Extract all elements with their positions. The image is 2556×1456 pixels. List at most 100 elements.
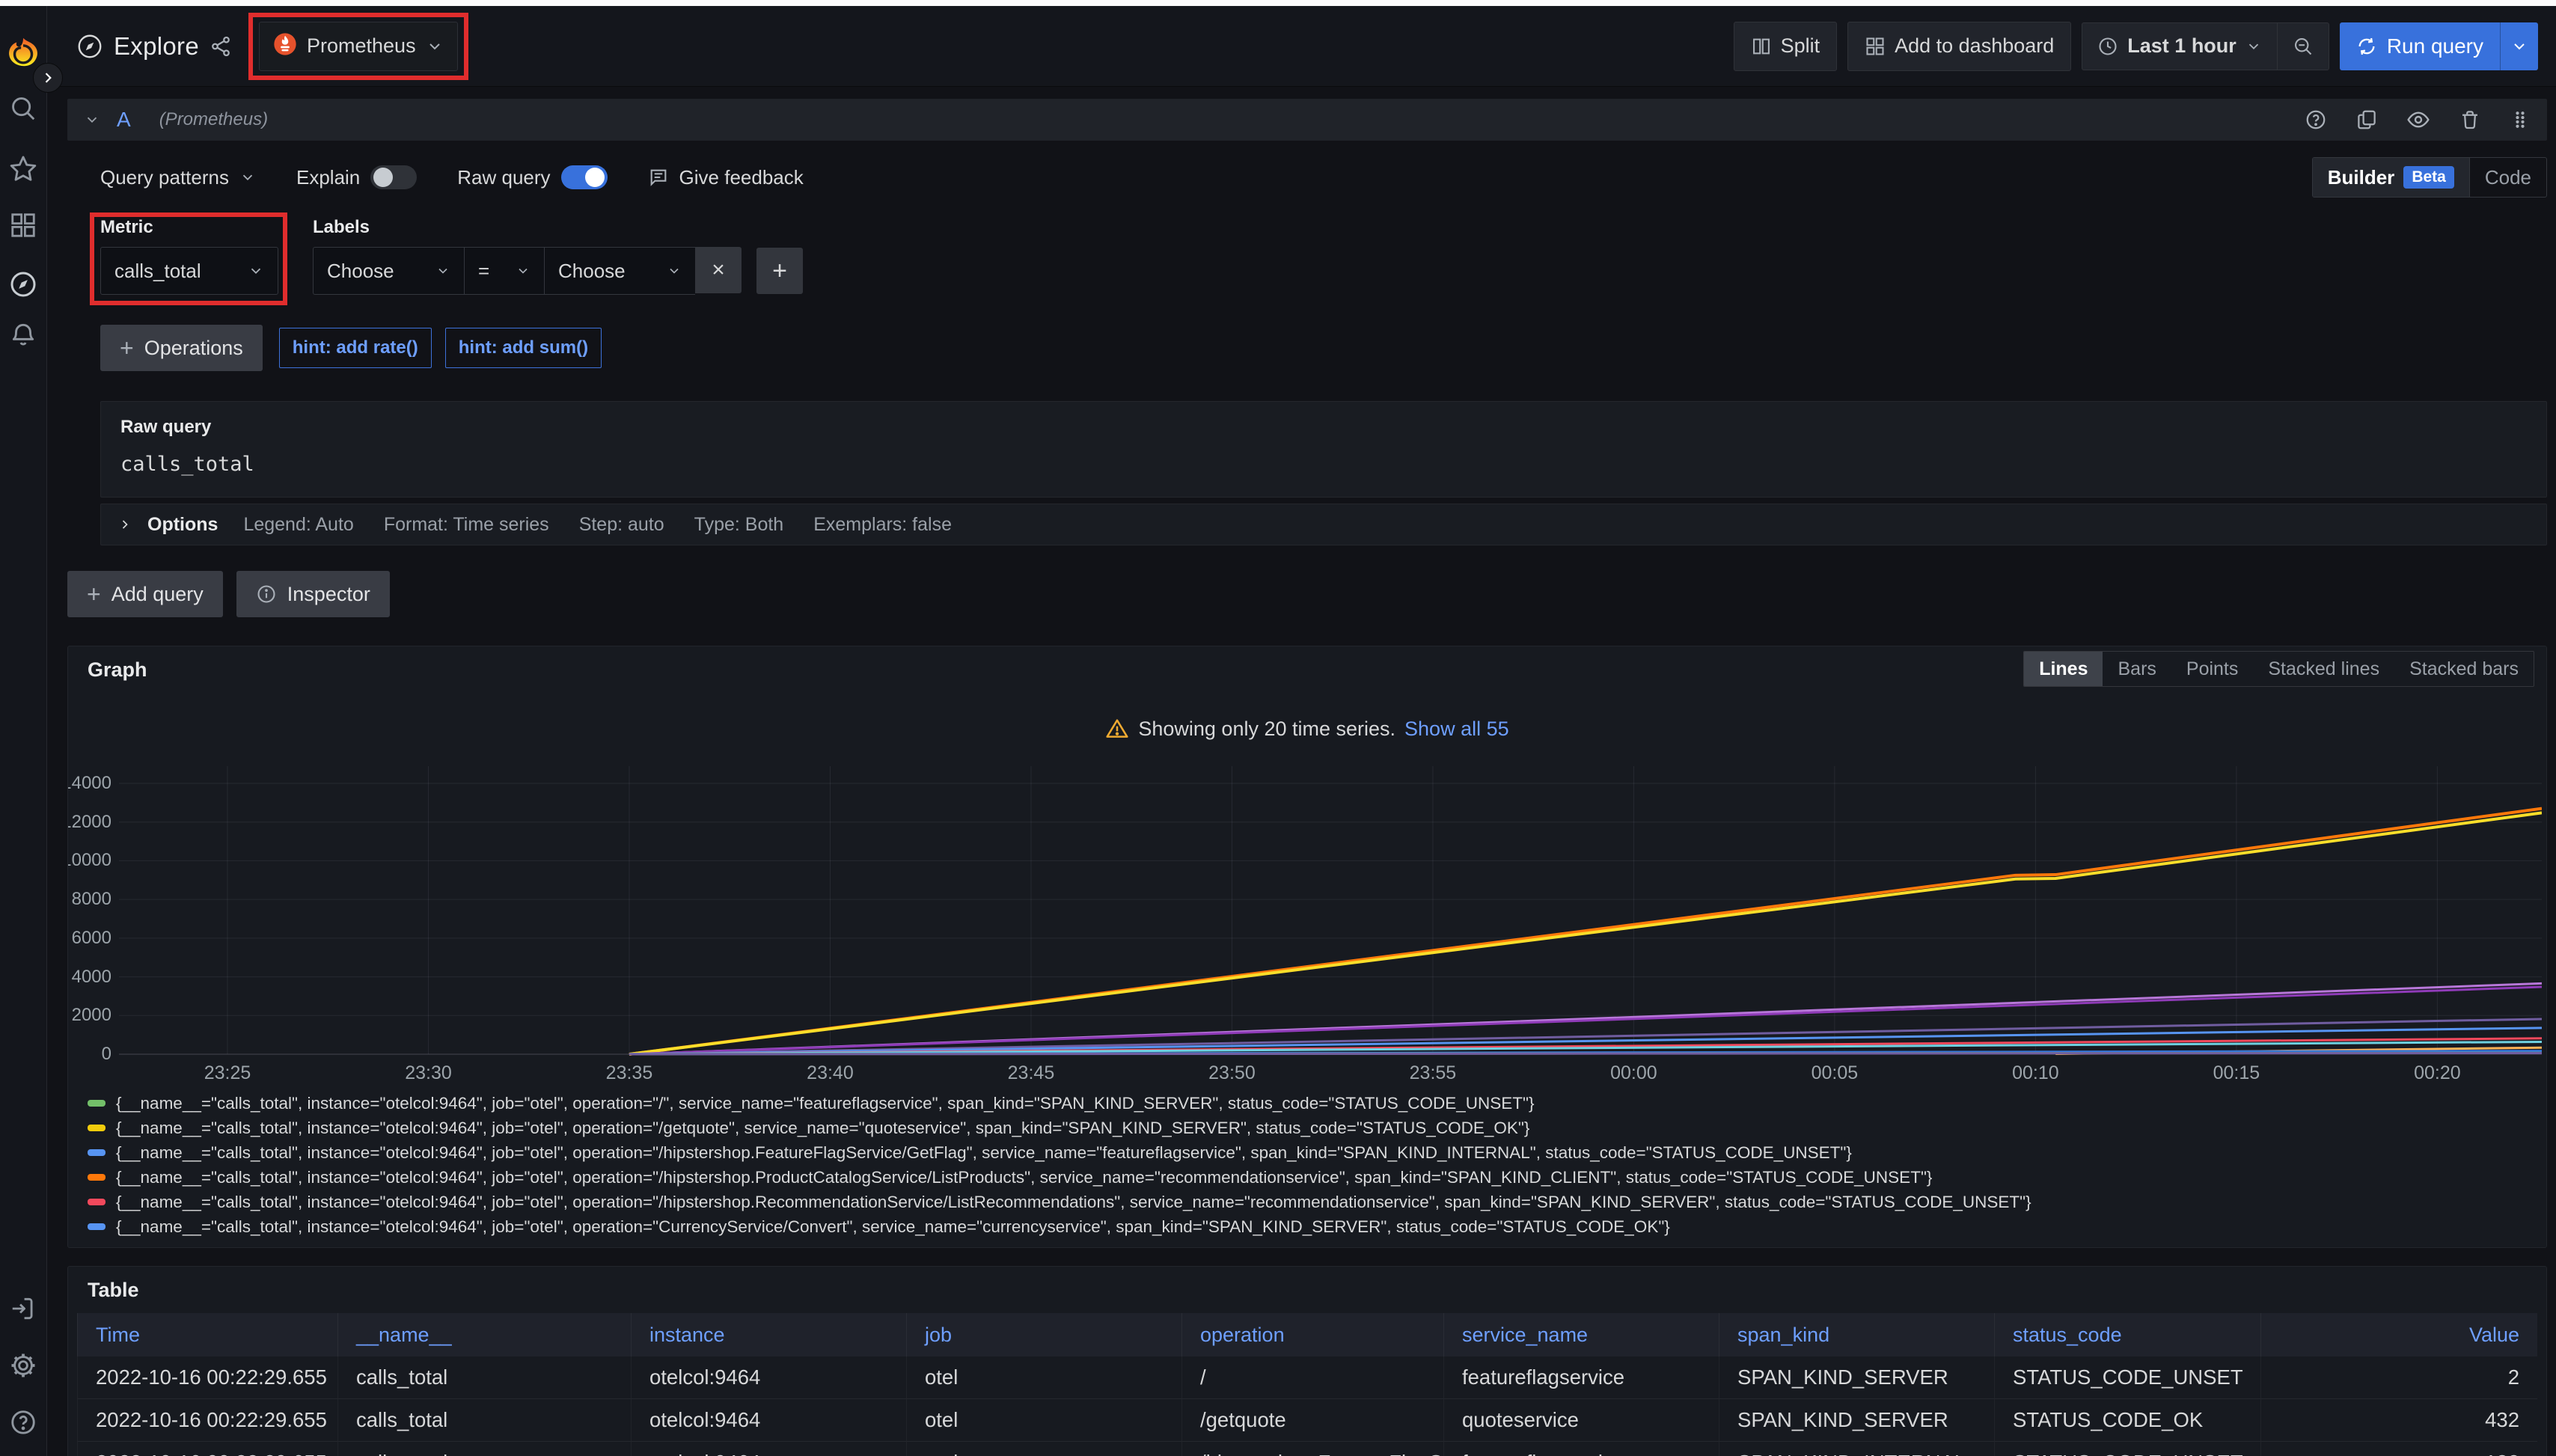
table-column-header[interactable]: operation [1181, 1313, 1443, 1356]
time-range-button[interactable]: Last 1 hour [2082, 23, 2277, 70]
table-cell: 432 [2260, 1399, 2537, 1442]
explore-icon[interactable] [8, 269, 38, 299]
graph-mode-stacked-lines[interactable]: Stacked lines [2268, 658, 2380, 679]
show-all-series-link[interactable]: Show all 55 [1404, 717, 1509, 740]
operations-button[interactable]: + Operations [100, 325, 263, 371]
table-cell: calls_total [337, 1399, 631, 1442]
table-column-header[interactable]: status_code [1994, 1313, 2260, 1356]
labels-field: Labels Choose = Cho [313, 217, 803, 295]
label-operator-select[interactable]: = [464, 247, 544, 295]
x-tick-label: 23:45 [1007, 1062, 1055, 1083]
settings-icon[interactable] [9, 1351, 37, 1380]
dashboards-icon[interactable] [9, 211, 37, 239]
graph-mode-stacked-bars[interactable]: Stacked bars [2409, 658, 2519, 679]
query-options-row[interactable]: Options Legend: Auto Format: Time series S… [100, 504, 2547, 545]
table-column-header[interactable]: __name__ [337, 1313, 631, 1356]
table-cell: otelcol:9464 [631, 1399, 906, 1442]
eye-icon[interactable] [2406, 108, 2430, 132]
graph-mode-lines[interactable]: Lines [2024, 652, 2103, 686]
grafana-logo[interactable] [6, 36, 40, 70]
query-hint-button[interactable]: hint: add sum() [444, 328, 602, 368]
time-range-label: Last 1 hour [2127, 34, 2236, 57]
copy-icon[interactable] [2355, 108, 2378, 131]
raw-query-preview: Raw query calls_total [100, 401, 2547, 498]
table-cell: otel [906, 1399, 1181, 1442]
query-toolbar: Query patterns Explain Raw query Give fe… [100, 157, 2547, 198]
explore-compass-icon [76, 33, 103, 60]
graph-mode-points[interactable]: Points [2186, 658, 2239, 679]
code-mode-tab[interactable]: Code [2470, 158, 2546, 197]
apps-icon [1865, 36, 1886, 57]
trash-icon[interactable] [2459, 108, 2481, 131]
raw-query-toggle[interactable] [560, 165, 608, 189]
inspector-button[interactable]: Inspector [236, 571, 390, 617]
graph-mode-bars[interactable]: Bars [2118, 658, 2156, 679]
add-label-filter-button[interactable]: + [756, 248, 803, 294]
y-tick-label: 10000 [68, 850, 111, 871]
legend-item[interactable]: {__name__="calls_total", instance="otelc… [88, 1214, 2539, 1239]
table-column-header[interactable]: Time [77, 1313, 337, 1356]
prometheus-logo-icon [273, 32, 297, 60]
legend-item[interactable]: {__name__="calls_total", instance="otelc… [88, 1190, 2539, 1214]
query-patterns-select[interactable]: Query patterns [100, 166, 256, 189]
option-meta: Format: Time series [383, 513, 549, 535]
explain-toggle[interactable] [370, 165, 418, 189]
legend-item[interactable]: {__name__="calls_total", instance="otelc… [88, 1140, 2539, 1165]
series-line [629, 807, 2543, 1056]
star-icon[interactable] [9, 154, 37, 183]
y-tick-label: 14000 [68, 773, 111, 793]
explain-label: Explain [296, 165, 361, 189]
metric-select[interactable]: calls_total [100, 247, 278, 295]
builder-mode-tab[interactable]: Builder Beta [2312, 158, 2470, 197]
run-query-caret-button[interactable] [2500, 22, 2538, 70]
zoom-out-button[interactable] [2278, 23, 2329, 70]
table-panel-title: Table [88, 1279, 139, 1301]
query-hint-button[interactable]: hint: add rate() [278, 328, 432, 368]
table-cell: STATUS_CODE_OK [1994, 1399, 2260, 1442]
datasource-picker[interactable]: Prometheus [248, 12, 468, 80]
sync-icon [2356, 36, 2377, 57]
query-row-header: A (Prometheus) [67, 99, 2547, 141]
chart-plot-area[interactable] [119, 766, 2543, 1058]
series-line [629, 811, 2543, 1056]
table-cell: featureflagservice [1443, 1356, 1719, 1399]
table-column-header[interactable]: job [906, 1313, 1181, 1356]
table-cell: featureflagservice [1443, 1442, 1719, 1456]
add-query-button[interactable]: + Add query [67, 571, 223, 617]
remove-label-filter-button[interactable]: × [695, 247, 742, 293]
label-key-select[interactable]: Choose [313, 247, 464, 295]
split-button[interactable]: Split [1733, 21, 1838, 71]
raw-query-preview-value: calls_total [120, 453, 254, 476]
table-cell: /hipstershop.FeatureFlagServi… [1181, 1442, 1443, 1456]
collapse-chevron-icon[interactable] [84, 111, 100, 128]
add-to-dashboard-button[interactable]: Add to dashboard [1847, 21, 2072, 71]
table-header-row: Time __name__ instance job operation service_… [77, 1313, 2537, 1356]
drag-handle-icon[interactable] [2510, 108, 2531, 131]
sign-in-icon[interactable] [9, 1294, 37, 1323]
legend-item[interactable]: {__name__="calls_total", instance="otelc… [88, 1116, 2539, 1140]
legend-item[interactable]: {__name__="calls_total", instance="otelc… [88, 1165, 2539, 1190]
help-icon[interactable] [9, 1408, 37, 1437]
table-column-header[interactable]: span_kind [1719, 1313, 1994, 1356]
metric-value: calls_total [114, 259, 201, 282]
give-feedback-link[interactable]: Give feedback [648, 166, 804, 189]
alerting-icon[interactable] [9, 320, 37, 349]
table-column-header[interactable]: service_name [1443, 1313, 1719, 1356]
sidebar-expand-button[interactable] [33, 63, 63, 93]
datasource-name: Prometheus [307, 34, 416, 57]
info-circle-icon [256, 584, 277, 605]
time-picker-group: Last 1 hour [2082, 22, 2329, 70]
help-circle-icon[interactable] [2305, 108, 2327, 131]
search-icon[interactable] [9, 94, 37, 123]
raw-query-label: Raw query [457, 165, 551, 189]
label-value-select[interactable]: Choose [544, 247, 695, 295]
search-minus-icon [2293, 36, 2314, 57]
share-icon[interactable] [210, 35, 232, 58]
table-column-header[interactable]: Value [2260, 1313, 2537, 1356]
table-cell: 2022-10-16 00:22:29.655 [77, 1399, 337, 1442]
run-query-button[interactable]: Run query [2340, 22, 2500, 70]
legend-swatch [88, 1149, 106, 1156]
legend-item[interactable]: {__name__="calls_total", instance="otelc… [88, 1091, 2539, 1116]
table-column-header[interactable]: instance [631, 1313, 906, 1356]
